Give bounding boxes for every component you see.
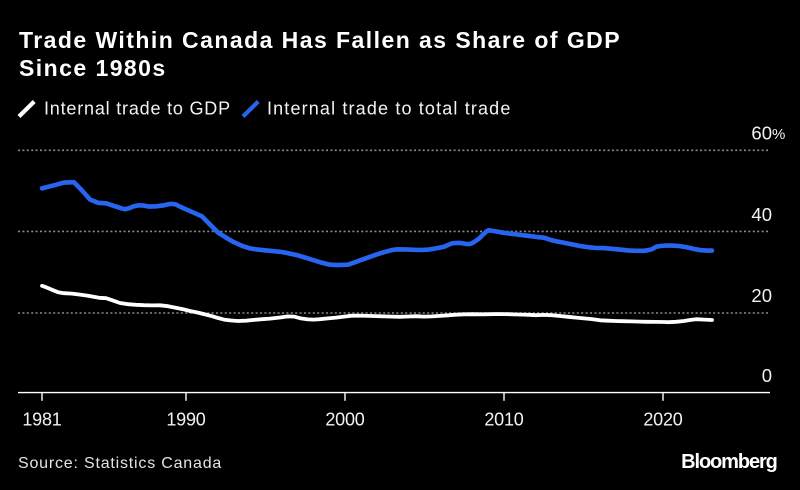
svg-text:60: 60 — [751, 122, 772, 143]
svg-text:2020: 2020 — [643, 410, 682, 430]
svg-text:Internal trade to total trade: Internal trade to total trade — [267, 98, 511, 118]
svg-text:1990: 1990 — [166, 410, 205, 430]
svg-text:Internal trade to GDP: Internal trade to GDP — [44, 98, 231, 118]
svg-text:40: 40 — [751, 204, 772, 225]
svg-text:20: 20 — [751, 285, 772, 306]
svg-text:1981: 1981 — [22, 410, 61, 430]
svg-text:0: 0 — [762, 365, 772, 386]
svg-text:2010: 2010 — [484, 410, 523, 430]
svg-text:2000: 2000 — [325, 410, 364, 430]
svg-text:%: % — [772, 126, 785, 143]
